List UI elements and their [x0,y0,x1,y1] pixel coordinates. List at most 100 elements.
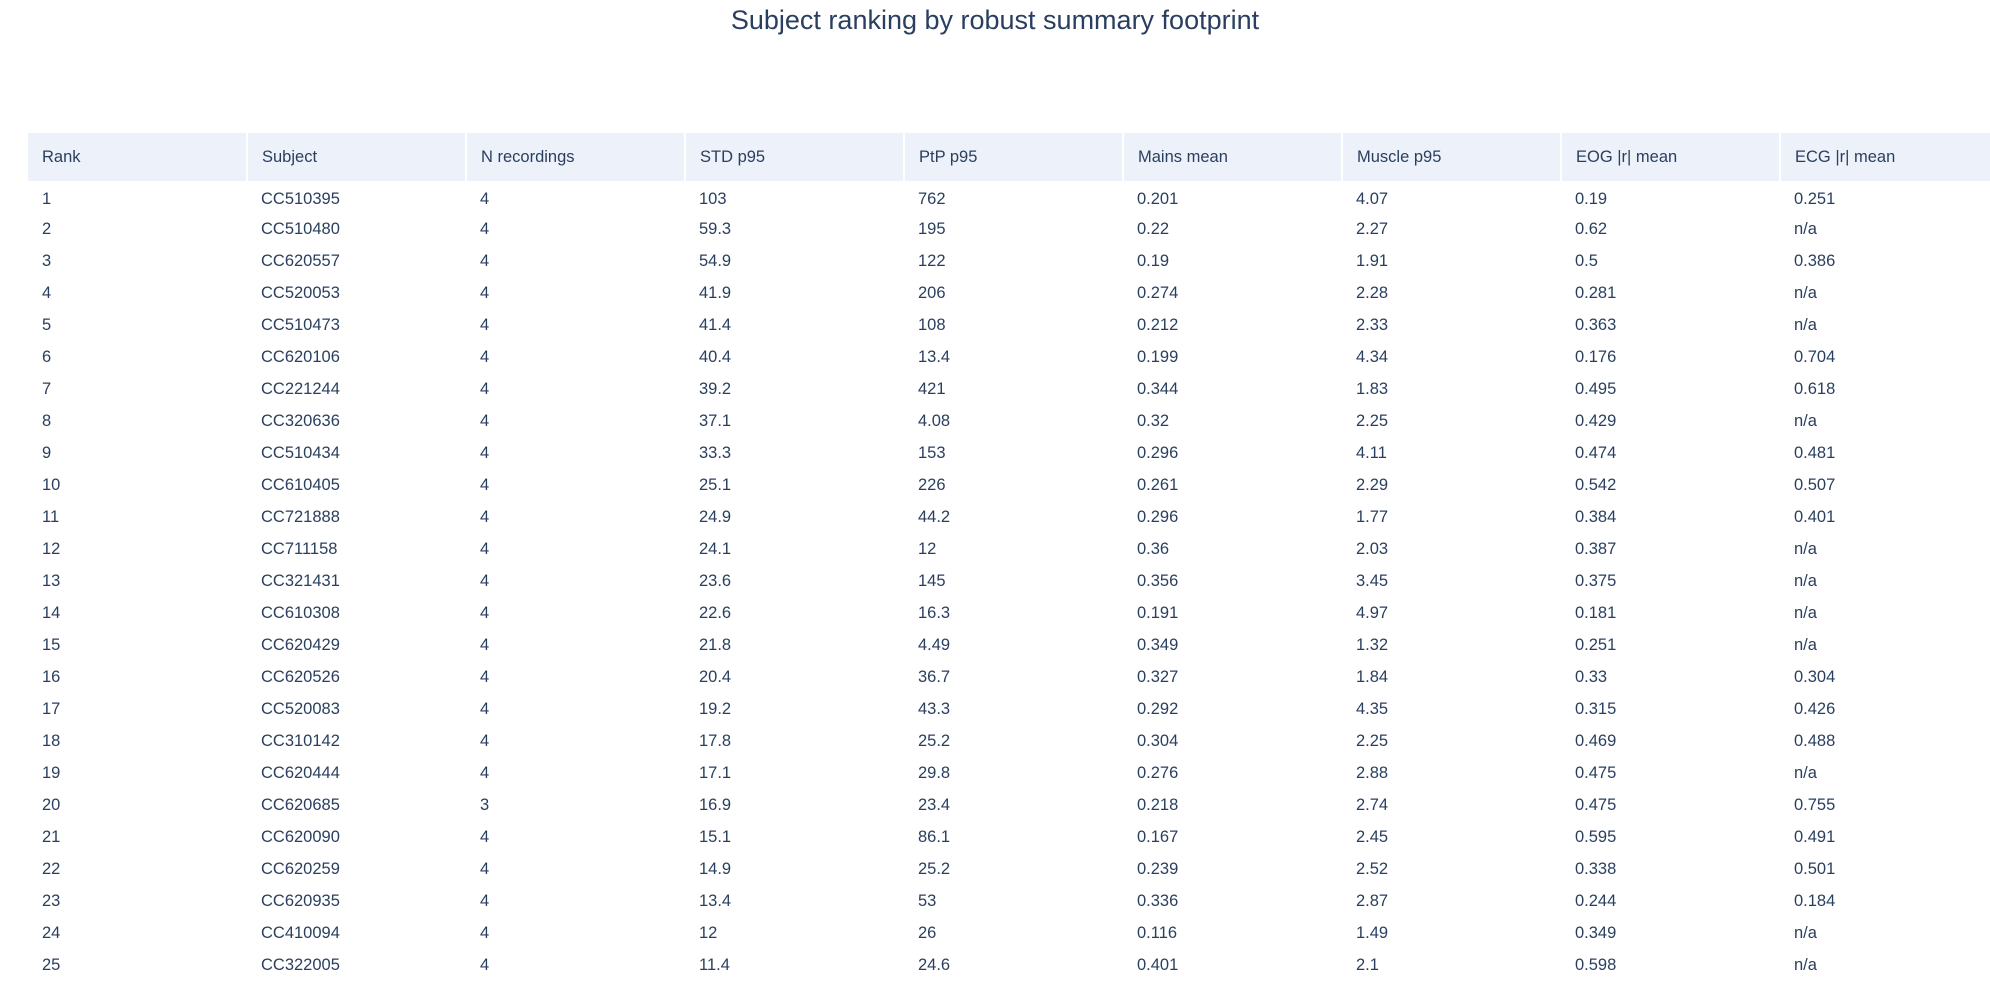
column-header-muscle-p95: Muscle p95 [1342,133,1562,181]
table-cell: 0.375 [1561,565,1780,597]
table-cell: 12 [685,917,904,949]
table-header-row: Rank Subject N recordings STD p95 PtP p95 Mai… [28,133,1990,181]
table-cell: 0.475 [1561,757,1780,789]
table-cell: 4.49 [904,629,1123,661]
table-cell: 0.296 [1123,501,1342,533]
table-cell: CC410094 [247,917,466,949]
table-cell: 0.212 [1123,309,1342,341]
table-cell: n/a [1780,757,1990,789]
table-cell: 41.9 [685,277,904,309]
table-cell: 0.507 [1780,469,1990,501]
table-cell: 13.4 [685,885,904,917]
table-cell: 17.1 [685,757,904,789]
table-cell: 2 [28,213,247,245]
table-cell: 2.25 [1342,725,1561,757]
table-cell: 0.167 [1123,821,1342,853]
table-cell: CC620526 [247,661,466,693]
table-cell: CC321431 [247,565,466,597]
table-cell: CC620259 [247,853,466,885]
table-cell: 2.1 [1342,949,1561,971]
table-cell: 24.6 [904,949,1123,971]
column-header-rank: Rank [28,133,248,181]
table-cell: 0.304 [1123,725,1342,757]
table-cell: CC322005 [247,949,466,971]
table-cell: CC620685 [247,789,466,821]
table-cell: 0.542 [1561,469,1780,501]
table-cell: 11.4 [685,949,904,971]
table-cell: 40.4 [685,341,904,373]
table-cell: n/a [1780,949,1990,971]
table-cell: 4 [466,437,685,469]
table-cell: 43.3 [904,693,1123,725]
table-row: 10 CC610405 4 25.1 226 0.261 2.29 0.542 0.507 [28,469,1990,501]
table-cell: 4.08 [904,405,1123,437]
table-cell: 37.1 [685,405,904,437]
table-cell: 0.363 [1561,309,1780,341]
table-cell: 2.03 [1342,533,1561,565]
table-row: 18 CC310142 4 17.8 25.2 0.304 2.25 0.469 0.488 [28,725,1990,757]
table-cell: 4 [466,949,685,971]
table-cell: 0.281 [1561,277,1780,309]
table-cell: CC620090 [247,821,466,853]
table-cell: 0.336 [1123,885,1342,917]
table-cell: 4 [466,245,685,277]
table-cell: 0.386 [1780,245,1990,277]
table-cell: 15 [28,629,247,661]
table-cell: 0.469 [1561,725,1780,757]
table-cell: 2.28 [1342,277,1561,309]
table-cell: 20.4 [685,661,904,693]
table-cell: CC320636 [247,405,466,437]
table-cell: 13.4 [904,341,1123,373]
subject-ranking-table: Rank Subject N recordings STD p95 PtP p95 Mai… [28,133,1990,971]
table-cell: 4 [466,533,685,565]
table-row: 24 CC410094 4 12 26 0.116 1.49 0.349 n/a [28,917,1990,949]
table-cell: 2.87 [1342,885,1561,917]
table-cell: 4 [466,757,685,789]
table-cell: 0.218 [1123,789,1342,821]
table-cell: CC221244 [247,373,466,405]
table-cell: 0.304 [1780,661,1990,693]
table-cell: 0.33 [1561,661,1780,693]
table-cell: CC510473 [247,309,466,341]
table-cell: 4 [28,277,247,309]
table-cell: 25.1 [685,469,904,501]
table-cell: 4 [466,405,685,437]
table-cell: 2.33 [1342,309,1561,341]
table-cell: 4 [466,597,685,629]
table-cell: 4 [466,277,685,309]
table-cell: 1.49 [1342,917,1561,949]
table-cell: 10 [28,469,247,501]
table-cell: 0.62 [1561,213,1780,245]
table-cell: 0.36 [1123,533,1342,565]
table-cell: 29.8 [904,757,1123,789]
table-cell: 0.292 [1123,693,1342,725]
table-cell: 206 [904,277,1123,309]
table-cell: 24 [28,917,247,949]
table-cell: 0.704 [1780,341,1990,373]
table-cell: 4.97 [1342,597,1561,629]
table-cell: 2.88 [1342,757,1561,789]
table-cell: 14 [28,597,247,629]
table-cell: 18 [28,725,247,757]
table-cell: 2.29 [1342,469,1561,501]
page-title: Subject ranking by robust summary footpr… [730,5,1260,35]
table-cell: 16 [28,661,247,693]
column-header-ptp-p95: PtP p95 [904,133,1124,181]
table-row: 7 CC221244 4 39.2 421 0.344 1.83 0.495 0.618 [28,373,1990,405]
table-cell: 12 [28,533,247,565]
table-cell: 1.83 [1342,373,1561,405]
table-cell: 9 [28,437,247,469]
table-cell: 1.84 [1342,661,1561,693]
table-cell: 0.474 [1561,437,1780,469]
table-cell: 0.598 [1561,949,1780,971]
table-cell: CC610308 [247,597,466,629]
table-row: 16 CC620526 4 20.4 36.7 0.327 1.84 0.33 0.304 [28,661,1990,693]
table-row: 2 CC510480 4 59.3 195 0.22 2.27 0.62 n/a [28,213,1990,245]
table-cell: 23.4 [904,789,1123,821]
table-cell: 762 [904,181,1123,213]
table-cell: 21 [28,821,247,853]
table-row: 20 CC620685 3 16.9 23.4 0.218 2.74 0.475 0.755 [28,789,1990,821]
table-cell: 3 [466,789,685,821]
table-cell: n/a [1780,629,1990,661]
table-cell: 8 [28,405,247,437]
